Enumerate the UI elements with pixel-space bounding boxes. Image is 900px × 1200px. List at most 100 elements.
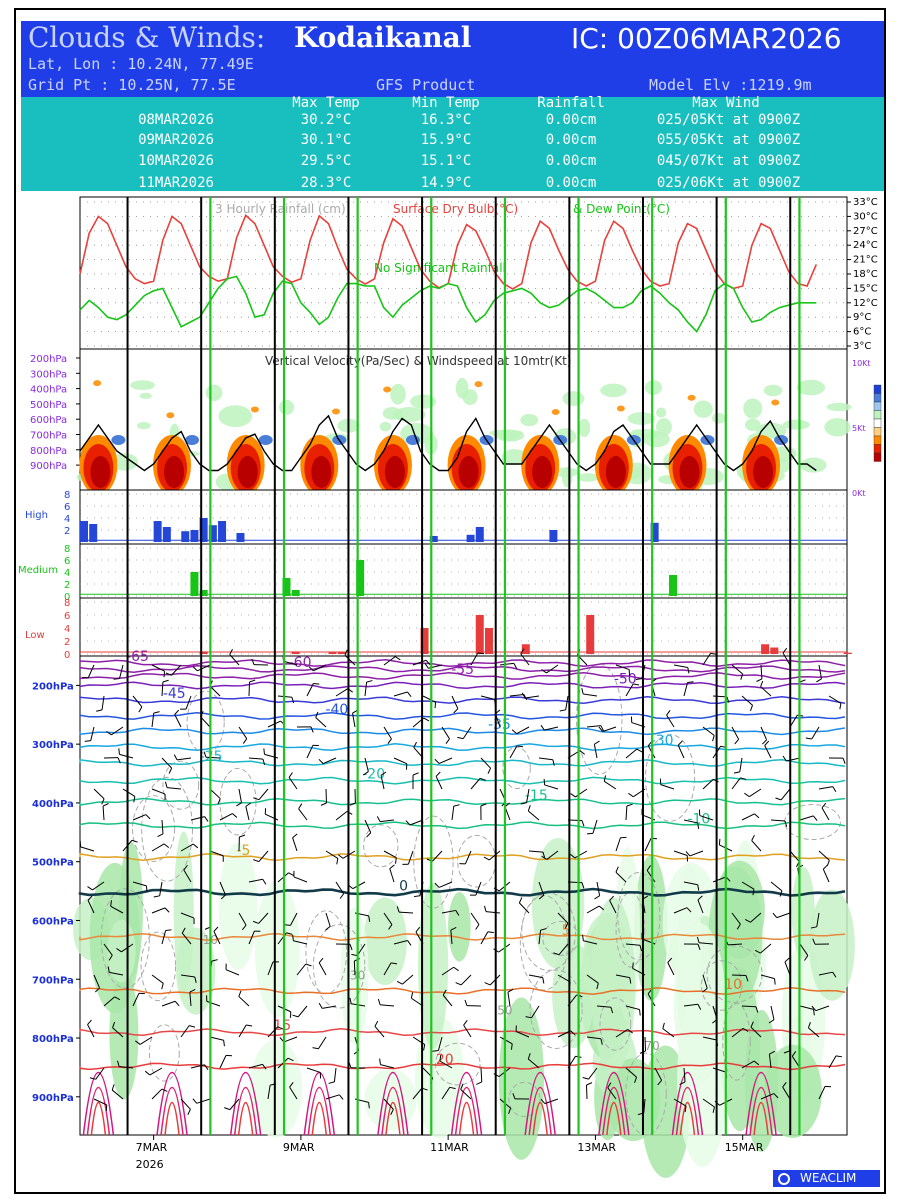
vv-darkred-core	[164, 456, 185, 488]
wind-barb-flag	[131, 839, 138, 843]
wind-barb-staff	[654, 1067, 663, 1081]
wind-barb-flag	[527, 1053, 531, 1060]
wind-barb-staff	[209, 850, 224, 857]
vv-colorbar-cell	[873, 452, 882, 462]
wind-barb-flag	[527, 805, 531, 812]
wind-barb-staff	[712, 695, 728, 698]
col-header-max-temp: Max Temp	[292, 95, 360, 111]
wind-barb-staff	[306, 745, 314, 759]
wind-barb-flag	[750, 1021, 754, 1028]
wind-barb-flag	[189, 988, 196, 993]
wind-barb-staff	[225, 969, 240, 976]
wind-barb-staff	[402, 974, 414, 985]
wind-barb-staff	[799, 1005, 814, 1010]
wind-barb-staff	[565, 695, 569, 710]
low-cloud-ytick-label: 4	[64, 624, 70, 635]
wind-barb-staff	[480, 1067, 483, 1083]
wind-barb-staff	[383, 726, 392, 740]
isotherm-label: 20	[436, 1052, 454, 1068]
vv-green-patch	[111, 453, 139, 471]
high-cloud-bar	[650, 522, 659, 542]
wind-barb-flag	[480, 803, 487, 807]
wind-barb-flag	[553, 952, 560, 956]
humidity-shade	[218, 842, 258, 971]
wind-barb-staff	[818, 664, 822, 679]
wind-barb-staff	[683, 881, 698, 886]
wind-barb-staff	[673, 850, 688, 856]
wind-barb-staff	[306, 683, 314, 697]
wind-barb-flag	[262, 759, 266, 766]
wind-barb-flag	[679, 1081, 686, 1085]
wind-barb-flag	[390, 962, 398, 965]
humidity-shade	[448, 892, 471, 962]
wind-barb-staff	[677, 745, 685, 759]
wind-barb-staff	[544, 784, 559, 790]
wind-barb-staff	[731, 664, 744, 675]
wind-barb-staff	[818, 1086, 826, 1100]
wind-barb-flag	[349, 997, 352, 1004]
wind-barb-flag	[153, 895, 160, 898]
wind-barb-flag	[610, 1007, 614, 1014]
wind-barb-flag	[525, 1016, 532, 1019]
wind-barb-flag	[657, 1080, 663, 1086]
vv-green-patch	[600, 383, 627, 398]
vv-colorbar-cell	[873, 410, 882, 420]
humidity-contour	[625, 1052, 667, 1136]
wind-barb-flag	[598, 726, 604, 732]
wind-barb-staff	[180, 1025, 190, 1038]
wind-barb-flag	[450, 926, 457, 931]
wind-barb-flag	[839, 703, 842, 710]
wind-barb-flag	[453, 966, 459, 972]
wind-barb-staff	[380, 1004, 395, 1007]
wind-barb-staff	[727, 943, 743, 946]
wind-barb-staff	[607, 1087, 617, 1100]
wind-barb-flag	[407, 691, 412, 698]
profile-ytick-label: 400hPa	[32, 799, 74, 810]
humidity-contour	[312, 923, 366, 1009]
wind-barb-flag	[204, 1064, 209, 1071]
wind-barb-flag	[251, 658, 255, 665]
wind-barb-flag	[598, 905, 605, 911]
vv-ytick-label: 900hPa	[30, 461, 67, 472]
wind-barb-flag	[434, 702, 437, 709]
wind-barb-staff	[267, 1026, 278, 1038]
wind-barb-staff	[219, 881, 226, 896]
surface-title-rain: 3 Hourly Rainfall (cm)	[215, 202, 346, 216]
wind-barb-staff	[750, 1026, 762, 1038]
isotherm-label: -50	[614, 671, 637, 687]
wind-barb-flag	[204, 816, 209, 822]
vv-green-patch	[826, 402, 852, 412]
wind-barb-staff	[383, 962, 392, 976]
vv-green-patch	[578, 418, 591, 438]
wind-barb-flag	[842, 757, 846, 764]
wind-barb-staff	[93, 1098, 107, 1106]
wind-barb-staff	[527, 1058, 540, 1069]
wind-barb-flag	[413, 741, 417, 748]
wind-barb-staff	[697, 899, 704, 914]
humidity-contour	[186, 690, 225, 754]
vv-green-patch	[576, 473, 600, 482]
wind-barb-staff	[196, 1098, 211, 1104]
wind-barb-staff	[119, 1066, 134, 1069]
wind-barb-staff	[290, 912, 298, 926]
high-cloud-bar	[236, 533, 245, 542]
wind-barb-staff	[515, 1031, 530, 1038]
row-date: 09MAR2026	[138, 132, 214, 148]
vv-green-patch	[392, 413, 404, 420]
vv-green-patch	[462, 389, 478, 406]
no-rainfall-annotation: No Significant Rainfall	[374, 261, 506, 275]
wind-barb-flag	[615, 866, 619, 873]
wind-barb-staff	[760, 1093, 775, 1100]
vv-darkred-core	[458, 456, 479, 488]
vv-green-patch	[776, 458, 790, 473]
vv-green-patch	[656, 418, 672, 436]
wind-barb-flag	[102, 803, 109, 807]
wind-barb-flag	[107, 966, 110, 973]
wind-barb-flag	[116, 948, 122, 953]
row-min-temp: 14.9°C	[420, 175, 472, 191]
wind-barb-flag	[232, 813, 238, 818]
wind-barb-flag	[540, 1098, 546, 1104]
wind-barb-flag	[395, 857, 397, 864]
wind-barb-staff	[673, 664, 688, 668]
vv-colorbar-cell	[873, 418, 882, 428]
